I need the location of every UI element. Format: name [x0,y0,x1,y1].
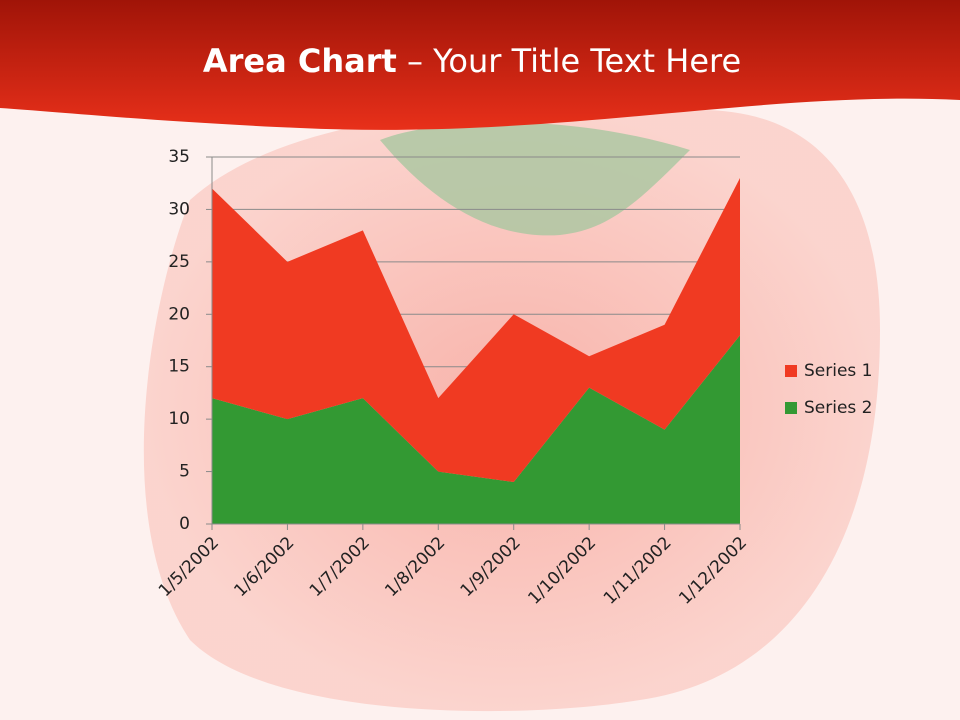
title-bold: Area Chart [203,42,397,80]
legend-label: Series 1 [804,361,873,381]
y-tick-label: 20 [168,304,190,324]
area [212,335,740,524]
y-tick-label: 10 [168,409,190,429]
header-band [0,0,960,130]
area [212,177,740,483]
y-tick-label: 30 [168,199,190,219]
y-tick-label: 5 [179,462,190,482]
y-tick-label: 35 [168,147,190,167]
legend-swatch [785,365,797,377]
legend-label: Series 2 [804,398,873,418]
y-tick-label: 15 [168,357,190,377]
title-rest: – Your Title Text Here [407,42,741,80]
legend-swatch [785,402,797,414]
slide-title: Area Chart – Your Title Text Here [203,42,741,80]
y-tick-label: 25 [168,252,190,272]
y-tick-label: 0 [179,514,190,534]
pepper-stem [380,122,690,236]
